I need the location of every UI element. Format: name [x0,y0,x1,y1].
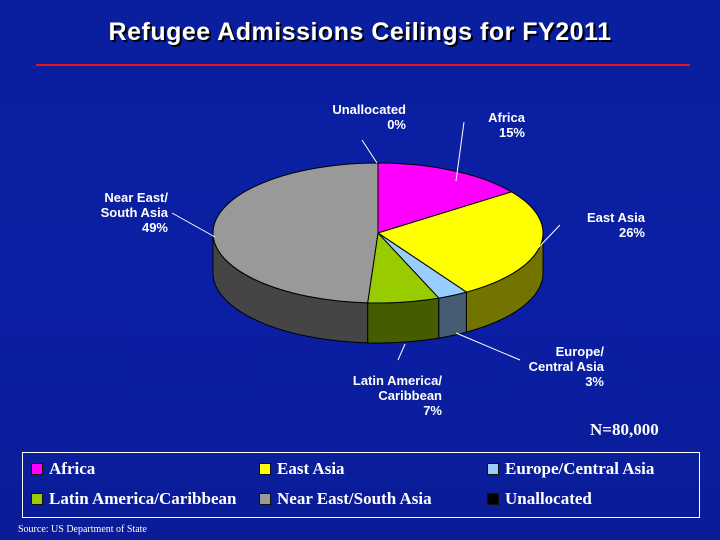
callout-label-unallocated: Unallocated [332,102,406,117]
legend-swatch-icon [31,493,43,505]
legend-swatch-icon [487,463,499,475]
callout-label-near-east-south-asia: 49% [142,220,168,235]
source-note: Source: US Department of State [18,524,147,535]
callout-leader-africa [455,121,465,182]
callout-leader-near-east-south-asia [171,212,216,238]
callout-leader-latin-america-caribbean [397,343,406,361]
callout-leader-unallocated [361,139,378,164]
sample-size-label: N=80,000 [590,420,659,439]
callout-leader-east-asia [537,224,561,249]
pie-slice-near-east-south-asia [212,162,379,304]
callout-label-unallocated: 0% [387,117,406,132]
callout-label-east-asia: 26% [619,225,645,240]
legend-label: Latin America/Caribbean [49,489,237,508]
chart-title: Refugee Admissions Ceilings for FY2011 [108,18,612,46]
legend-label: East Asia [277,459,345,478]
callout-label-near-east-south-asia: South Asia [101,205,169,220]
legend-label: Africa [49,459,96,478]
callout-label-latin-america-caribbean: 7% [423,403,442,418]
callout-label-latin-america-caribbean: Latin America/ [353,373,442,388]
legend-swatch-icon [259,463,271,475]
legend-label: Unallocated [505,489,592,508]
title-underline [36,64,690,66]
callout-label-africa: 15% [499,125,525,140]
callout-leaders [171,121,561,361]
pie-slice-africa [377,162,513,234]
legend-item-unallocated: Unallocated [487,489,592,509]
legend-item-europe-central-asia: Europe/Central Asia [487,459,654,479]
legend-label: Near East/South Asia [277,489,432,508]
legend-item-east-asia: East Asia [259,459,345,479]
callout-label-europe-central-asia: Europe/ [556,344,605,359]
legend-item-africa: Africa [31,459,95,479]
callout-label-europe-central-asia: 3% [585,374,604,389]
callout-label-latin-america-caribbean: Caribbean [378,388,442,403]
legend-swatch-icon [259,493,271,505]
legend-label: Europe/Central Asia [505,459,655,478]
legend: Africa East Asia Europe/Central Asia Lat… [22,452,700,518]
callout-label-africa: Africa [488,110,526,125]
callout-label-east-asia: East Asia [587,210,646,225]
legend-swatch-icon [31,463,43,475]
pie-side-europe-central-asia [438,291,467,339]
callout-label-near-east-south-asia: Near East/ [104,190,168,205]
callout-label-europe-central-asia: Central Asia [529,359,605,374]
pie-tops [212,162,544,304]
legend-item-latin-america-caribbean: Latin America/Caribbean [31,489,236,509]
callout-leader-europe-central-asia [455,332,521,361]
legend-item-near-east-south-asia: Near East/South Asia [259,489,432,509]
legend-swatch-icon [487,493,499,505]
pie-side-latin-america-caribbean [367,297,440,344]
